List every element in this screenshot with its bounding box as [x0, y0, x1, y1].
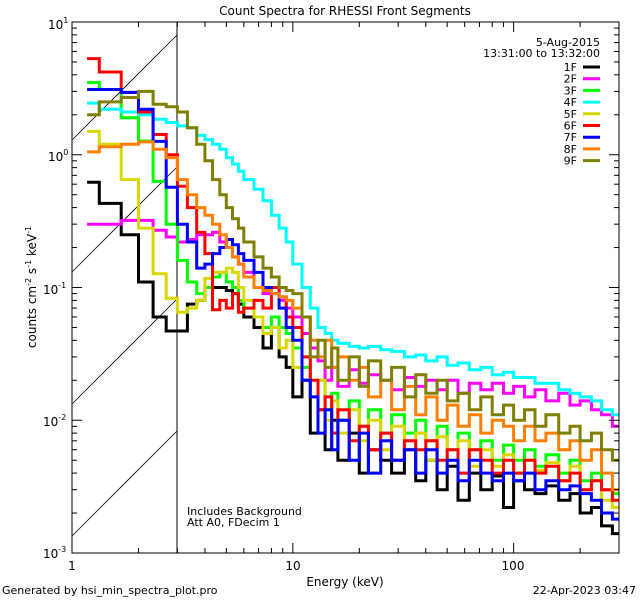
legend-label: 5F [564, 108, 577, 121]
legend-entry-1F: 1F [564, 61, 600, 74]
legend-entry-5F: 5F [564, 108, 600, 121]
y-tick-label: 10-1 [43, 281, 66, 297]
y-tick-label: 10-2 [43, 413, 66, 429]
series-7F [87, 88, 619, 521]
svg-text:10-2: 10-2 [43, 413, 66, 429]
svg-text:10-1: 10-1 [43, 281, 66, 297]
footer-generated-by: Generated by hsi_min_spectra_plot.pro [2, 584, 218, 597]
y-tick-label: 101 [48, 16, 68, 32]
legend-entry-7F: 7F [564, 131, 600, 144]
legend-label: 2F [564, 73, 577, 86]
svg-text:100: 100 [48, 148, 68, 164]
annotation-background: Includes Background [187, 505, 302, 518]
legend-label: 1F [564, 61, 577, 74]
legend-entry-4F: 4F [564, 96, 600, 109]
legend-entry-3F: 3F [564, 84, 600, 97]
annotation-attenuator: Att A0, FDecim 1 [187, 516, 280, 529]
x-tick-label: 10 [285, 559, 300, 573]
legend-entry-2F: 2F [564, 73, 600, 86]
footer-timestamp: 22-Apr-2023 03:47 [533, 584, 636, 597]
legend-time-range: 13:31:00 to 13:32:00 [483, 47, 600, 60]
legend-label: 9F [564, 155, 577, 168]
legend-entry-6F: 6F [564, 120, 600, 133]
legend-date: 5-Aug-2015 [536, 36, 600, 49]
chart-title: Count Spectra for RHESSI Front Segments [219, 4, 471, 18]
axis-ticks [71, 21, 620, 554]
legend-label: 7F [564, 131, 577, 144]
legend-label: 6F [564, 120, 577, 133]
svg-text:101: 101 [48, 16, 68, 32]
hatch-line [71, 430, 178, 537]
series-8F [87, 140, 619, 492]
legend-entry-9F: 9F [564, 155, 600, 168]
legend: 5-Aug-2015 13:31:00 to 13:32:00 1F2F3F4F… [483, 36, 600, 168]
y-tick-label: 100 [48, 148, 68, 164]
series-9F [87, 89, 619, 462]
series-group [87, 57, 619, 536]
hatch-line [71, 34, 178, 141]
y-tick-label: 10-3 [43, 545, 66, 561]
series-4F [87, 101, 619, 417]
legend-label: 8F [564, 143, 577, 156]
series-6F [87, 57, 619, 502]
legend-entry-8F: 8F [564, 143, 600, 156]
y-axis-label: counts cm-2 s-1 keV-1 [24, 226, 39, 348]
legend-label: 3F [564, 84, 577, 97]
svg-text:10-3: 10-3 [43, 545, 66, 561]
x-tick-label: 100 [502, 559, 525, 573]
x-axis-label: Energy (keV) [306, 575, 383, 589]
x-tick-label: 1 [68, 559, 76, 573]
legend-label: 4F [564, 96, 577, 109]
series-2F [87, 218, 619, 428]
